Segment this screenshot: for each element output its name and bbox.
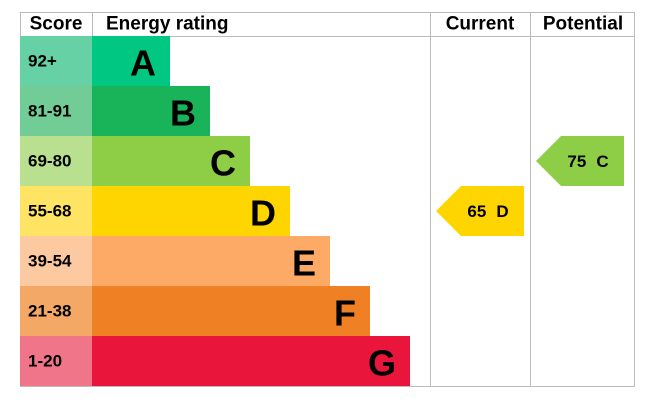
header-potential: Potential: [543, 14, 623, 35]
potential-value: 75: [567, 152, 586, 171]
score-label: 39-54: [28, 252, 72, 271]
potential-label: 75 C: [567, 152, 608, 171]
score-label: 69-80: [28, 152, 71, 171]
rating-letter: G: [368, 343, 396, 384]
rating-bar: [92, 286, 370, 336]
rating-bar: [92, 86, 210, 136]
score-label: 92+: [28, 52, 57, 71]
score-cell: [20, 286, 92, 336]
rating-letter: A: [130, 43, 156, 84]
rating-bar: [92, 136, 250, 186]
header-score: Score: [30, 14, 83, 35]
rating-bar: [92, 36, 170, 86]
current-rating: D: [496, 202, 508, 221]
score-cell: [20, 186, 92, 236]
score-label: 21-38: [28, 302, 71, 321]
potential-rating: C: [596, 152, 608, 171]
score-label: 55-68: [28, 202, 71, 221]
potential-arrow: [536, 136, 624, 186]
header-current: Current: [446, 14, 515, 35]
score-cell: [20, 336, 92, 386]
score-label: 1-20: [28, 352, 62, 371]
score-cell: [20, 36, 92, 86]
rating-bar: [92, 236, 330, 286]
score-cell: [20, 136, 92, 186]
score-cell: [20, 236, 92, 286]
current-arrow: [436, 186, 524, 236]
score-cell: [20, 86, 92, 136]
rating-letter: F: [334, 293, 356, 334]
rating-letter: D: [250, 193, 276, 234]
rating-letter: B: [170, 93, 196, 134]
header-rating: Energy rating: [106, 14, 228, 35]
rating-letter: C: [210, 143, 236, 184]
score-label: 81-91: [28, 102, 71, 121]
current-label: 65 D: [467, 202, 508, 221]
current-value: 65: [467, 202, 486, 221]
rating-bar: [92, 186, 290, 236]
rating-bar: [92, 336, 410, 386]
rating-letter: E: [292, 243, 316, 284]
